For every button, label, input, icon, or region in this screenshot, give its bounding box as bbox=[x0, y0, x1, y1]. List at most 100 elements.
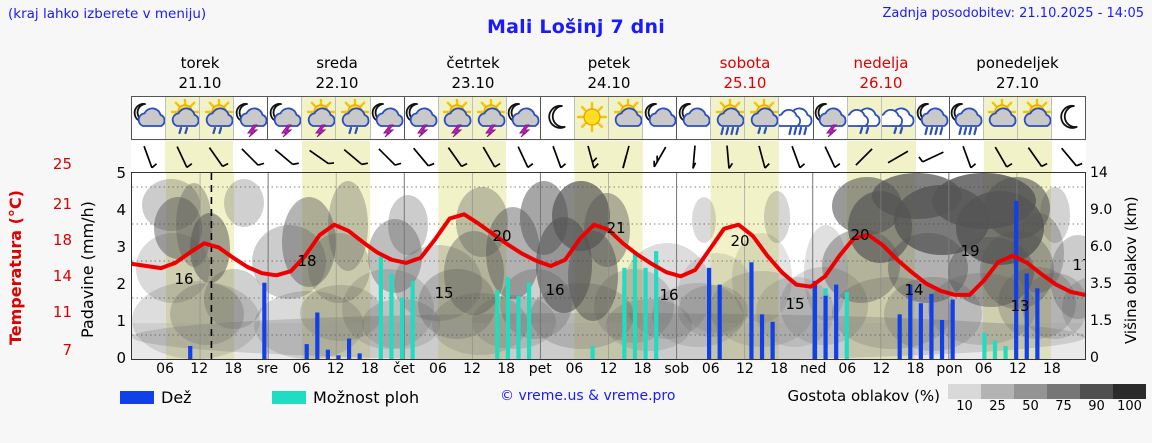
legend-item-rain: Dež bbox=[120, 386, 192, 408]
time-axis-labels: 06 12 18 sre 06 12 18 čet 06 12 18 pet 06 12 18 sob 06 12… bbox=[131, 361, 1086, 381]
meteogram-plot[interactable]: 161815201621162015201419131713 bbox=[131, 172, 1086, 360]
day-date: 24.10 bbox=[587, 74, 631, 92]
wind-barb-icon bbox=[791, 145, 806, 169]
precipitation-tick: 2 bbox=[116, 275, 126, 293]
time-tick: 12 bbox=[736, 361, 754, 377]
time-tick: 18 bbox=[1042, 361, 1061, 377]
showers-bar bbox=[378, 256, 383, 359]
wind-barb-icon bbox=[343, 148, 368, 166]
sun-cloud-icon bbox=[1022, 99, 1051, 127]
temperature-tick: 14 bbox=[52, 267, 72, 285]
time-tick: 18 bbox=[360, 361, 379, 377]
showers-bar bbox=[516, 295, 521, 359]
cloud-density-legend-title: Gostota oblakov (%) bbox=[787, 387, 940, 405]
copyright-link[interactable]: © vreme.us & vreme.pro bbox=[500, 388, 676, 404]
time-tick: 06 bbox=[292, 361, 311, 377]
precipitation-tick: 3 bbox=[116, 238, 126, 256]
showers-bar bbox=[643, 267, 648, 359]
sun-cloud-rain-icon bbox=[715, 99, 745, 136]
day-name: ponedeljek bbox=[976, 54, 1059, 72]
wind-barb bbox=[574, 141, 609, 173]
weather-icon-cell bbox=[916, 97, 950, 139]
weather-icon-cell bbox=[1018, 97, 1053, 139]
wind-barb-icon bbox=[241, 148, 265, 166]
showers-bar bbox=[1003, 345, 1008, 359]
rain-bar bbox=[929, 293, 934, 359]
showers-bar bbox=[505, 277, 511, 359]
moon-cloud-storm-icon bbox=[235, 103, 268, 137]
day-date: 23.10 bbox=[451, 74, 495, 92]
time-tick: 18 bbox=[224, 361, 243, 377]
wind-barb bbox=[916, 141, 950, 173]
wind-barb bbox=[710, 141, 745, 173]
wind-barb bbox=[199, 141, 234, 173]
temperature-label: 15 bbox=[785, 295, 805, 313]
weather-icon-cell bbox=[643, 97, 678, 139]
wind-barb-icon bbox=[176, 146, 193, 169]
showers-bar bbox=[590, 345, 595, 359]
time-tick: 12 bbox=[872, 361, 891, 377]
cloud-density-swatch bbox=[1113, 384, 1146, 399]
weather-icon-cell bbox=[950, 97, 984, 139]
wind-barb-icon bbox=[587, 145, 600, 169]
cloud-density-scale: 10 25 50 75 90 100 bbox=[948, 384, 1146, 414]
cloud-density-swatch bbox=[948, 384, 981, 399]
wind-barb-strip bbox=[131, 141, 1086, 173]
wind-barb-icon bbox=[378, 148, 402, 166]
showers-bar bbox=[654, 251, 659, 359]
day-name: torek bbox=[180, 54, 220, 72]
rain-bar bbox=[262, 282, 267, 359]
rain-bar bbox=[336, 355, 341, 359]
precipitation-bars bbox=[188, 200, 1040, 359]
weather-icon-cell bbox=[166, 97, 201, 139]
cloud-density-step: 50 bbox=[1022, 399, 1039, 414]
temperature-tick: 21 bbox=[52, 195, 72, 213]
weather-icon-cell bbox=[779, 97, 814, 139]
sun-cloud-drizzle-icon bbox=[170, 99, 200, 135]
weather-icon-cell bbox=[711, 97, 746, 139]
rain-bar bbox=[1024, 273, 1029, 359]
rain-bar bbox=[1035, 288, 1040, 359]
time-tick: pet bbox=[528, 361, 552, 377]
legend-label-showers: Možnost ploh bbox=[313, 387, 420, 407]
time-tick: 06 bbox=[838, 361, 857, 377]
cloud-height-tick: 3.5 bbox=[1090, 276, 1113, 292]
wind-barb-icon bbox=[308, 149, 334, 165]
wind-barb bbox=[233, 141, 267, 173]
rain-bar bbox=[315, 312, 320, 359]
rain-bar bbox=[1014, 200, 1019, 359]
wind-barb-icon bbox=[552, 145, 567, 169]
wind-barb-icon bbox=[1027, 147, 1048, 168]
temperature-label: 16 bbox=[174, 270, 194, 288]
temperature-tick: 7 bbox=[62, 341, 72, 359]
time-tick: 18 bbox=[633, 361, 652, 377]
time-tick: 12 bbox=[463, 361, 481, 377]
moon-cloud-icon bbox=[678, 103, 711, 127]
cloud-height-tick: 1.5 bbox=[1090, 313, 1113, 329]
cloud-density-values: 10 25 50 75 90 100 bbox=[948, 399, 1146, 414]
sun-cloud-icon bbox=[988, 99, 1017, 127]
rain-bar bbox=[823, 295, 828, 359]
time-tick: 12 bbox=[1008, 361, 1027, 377]
wind-barb-icon bbox=[917, 151, 944, 163]
time-tick: 12 bbox=[599, 361, 618, 377]
moon-icon bbox=[548, 105, 567, 129]
weather-icon-cell bbox=[677, 97, 712, 139]
wind-barb bbox=[1052, 141, 1086, 173]
moon-cloud-storm-icon bbox=[508, 103, 540, 137]
wind-barb-icon bbox=[208, 147, 229, 168]
time-tick: sre bbox=[256, 361, 279, 377]
rain-bar bbox=[759, 314, 765, 359]
sun-cloud-storm-icon bbox=[477, 99, 506, 137]
sun-cloud-storm-icon bbox=[306, 99, 336, 137]
wind-barb bbox=[301, 141, 336, 173]
wind-barb-icon bbox=[517, 146, 534, 169]
weather-icon-cell bbox=[268, 97, 303, 139]
wind-barb bbox=[608, 141, 643, 173]
wind-barb bbox=[881, 141, 916, 173]
wind-barb-icon bbox=[275, 148, 300, 166]
wind-barb bbox=[165, 141, 200, 173]
day-name: četrtek bbox=[446, 54, 500, 72]
day-header-ponedeljek: ponedeljek 27.10 bbox=[949, 53, 1086, 95]
wind-barb bbox=[404, 141, 438, 173]
